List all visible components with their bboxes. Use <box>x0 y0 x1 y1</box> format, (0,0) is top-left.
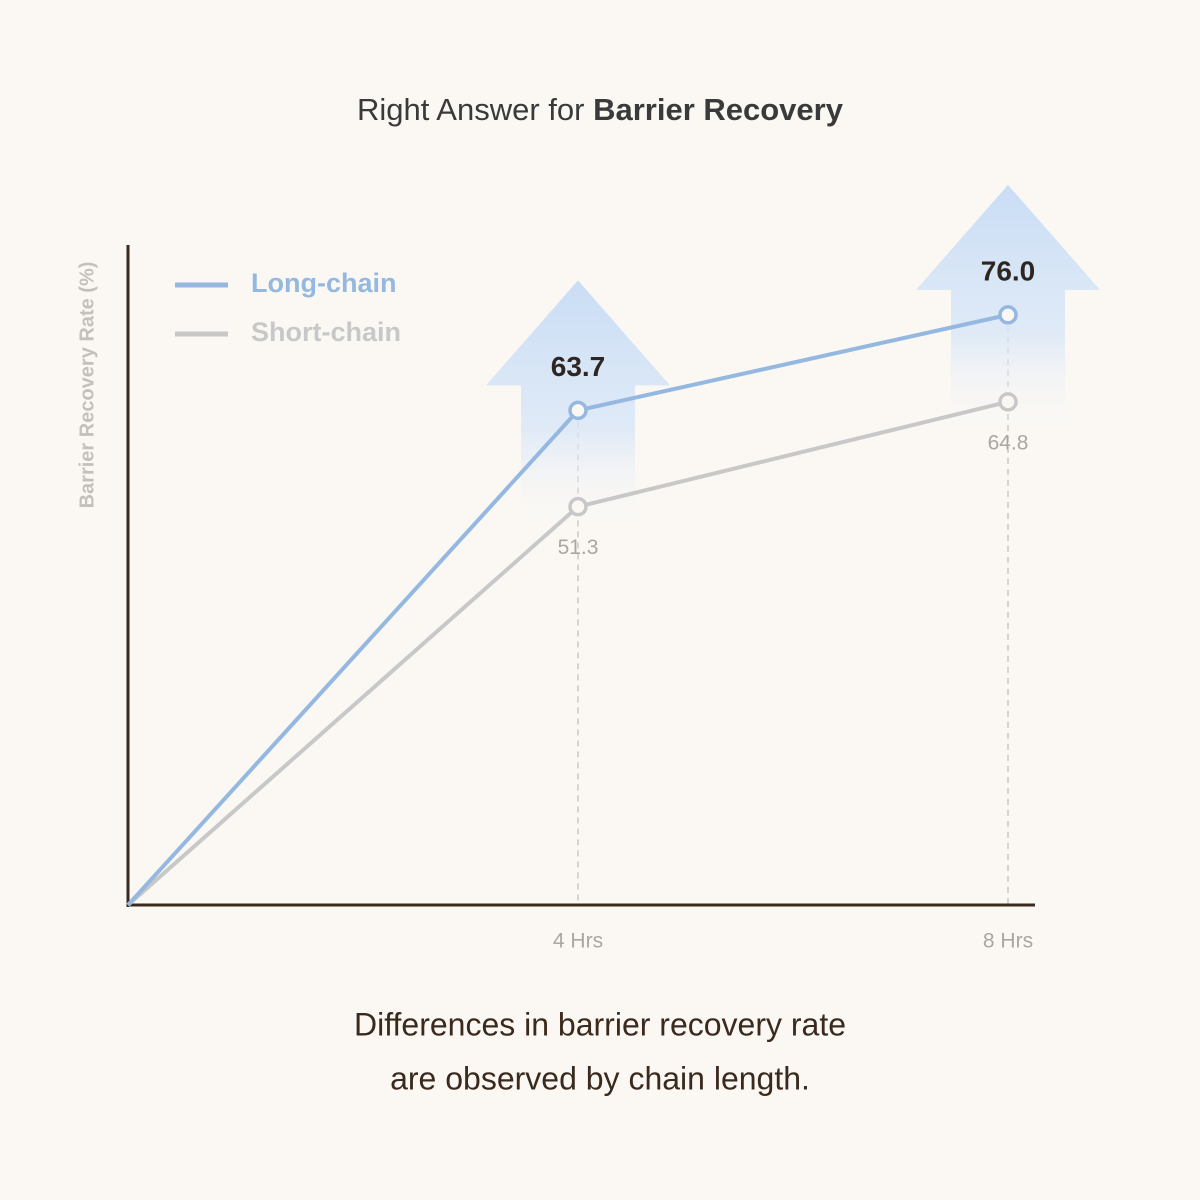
data-point <box>568 496 588 517</box>
legend-label: Short-chain <box>251 317 401 347</box>
chart-title: Right Answer for Barrier Recovery <box>357 92 844 127</box>
caption-line: Differences in barrier recovery rate <box>354 1006 846 1042</box>
value-label: 64.8 <box>988 431 1029 454</box>
value-label: 63.7 <box>551 351 606 382</box>
x-tick-label: 8 Hrs <box>983 930 1033 953</box>
data-point <box>568 400 588 421</box>
title-emphasis: Barrier Recovery <box>593 92 844 127</box>
y-axis-label: Barrier Recovery Rate (%) <box>76 262 98 509</box>
title-text: Right Answer for <box>357 92 584 127</box>
plot: 4 Hrs 8 Hrs 51.3 64.8 Short-chain 63.7 76.0 Lon… <box>126 245 1036 953</box>
value-label: 51.3 <box>558 536 599 559</box>
value-label: 76.0 <box>981 255 1036 286</box>
data-point <box>998 392 1018 412</box>
caption-line: are observed by chain length. <box>390 1060 810 1096</box>
x-tick-label: 4 Hrs <box>553 930 603 953</box>
data-point <box>998 305 1018 325</box>
legend-label: Long-chain <box>251 268 396 298</box>
